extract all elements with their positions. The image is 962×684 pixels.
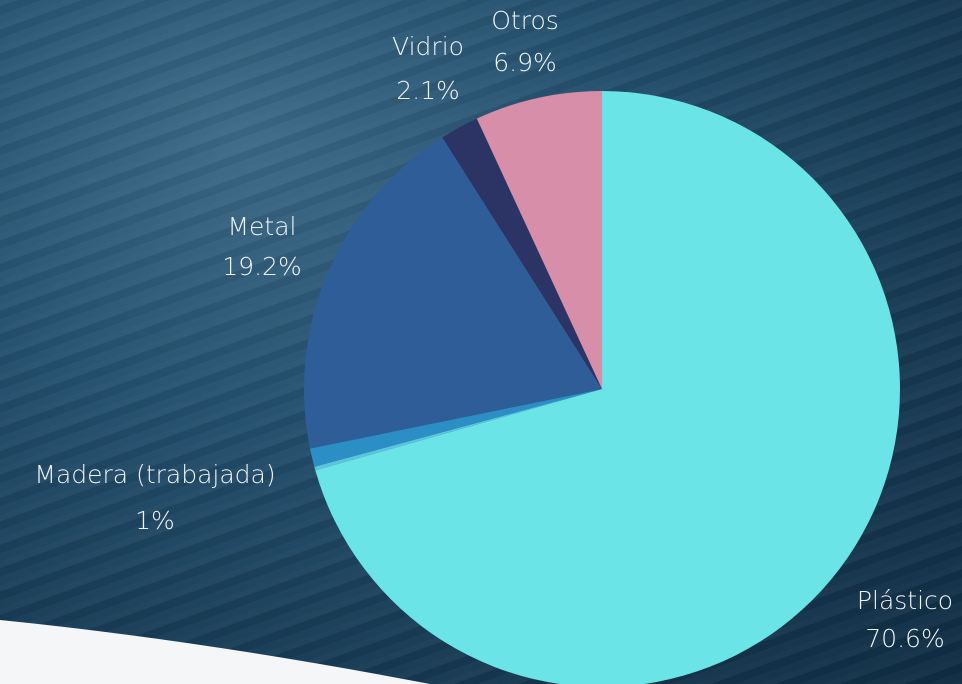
decor-shape <box>0 620 430 684</box>
slice-label: Madera (trabajada) <box>34 460 275 489</box>
slice-value-label: 6.9% <box>493 48 557 77</box>
slice-label: Vidrio <box>392 32 464 61</box>
slice-value-label: 1% <box>135 506 175 535</box>
slice-label: Metal <box>227 212 296 241</box>
slice-label: Plástico <box>857 586 953 615</box>
slice-value-label: 2.1% <box>396 76 460 105</box>
chart: Plástico 70.6% Madera (trabajada) 1% Metal 19… <box>0 0 962 684</box>
screen: Plástico 70.6% Madera (trabajada) 1% Metal 19… <box>0 0 962 684</box>
slice-label: Otros <box>491 6 559 35</box>
slice-value-label: 70.6% <box>865 624 944 653</box>
slice-value-label: 19.2% <box>222 252 301 281</box>
pie <box>304 91 900 684</box>
